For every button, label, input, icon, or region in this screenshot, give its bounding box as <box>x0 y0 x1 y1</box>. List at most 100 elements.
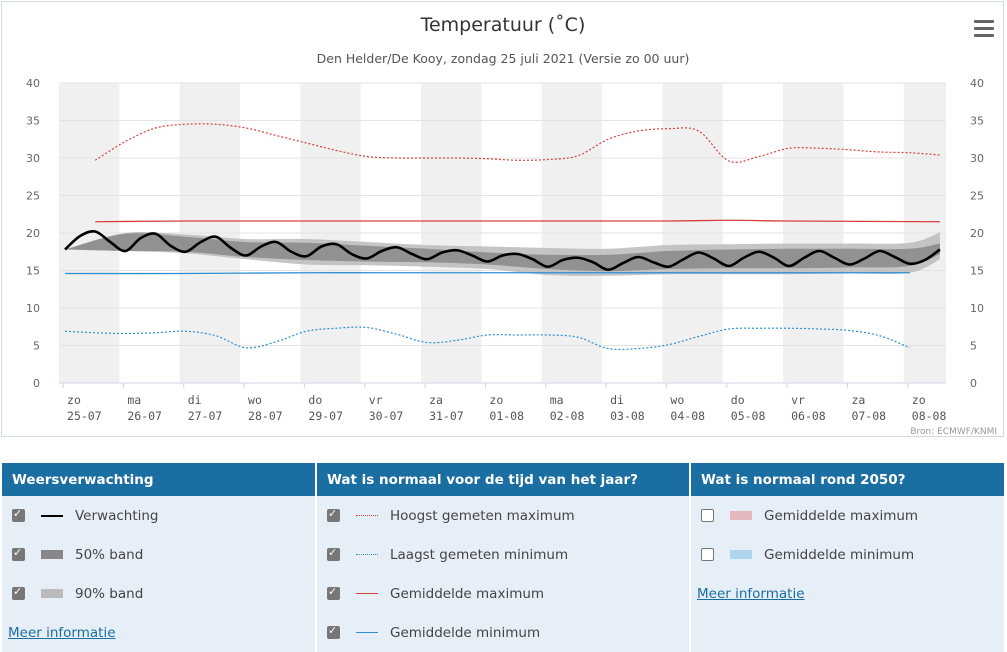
x-tick-date: 04-08 <box>670 409 705 423</box>
chart-container: 0 0 5 5 10 10 15 15 20 20 25 25 30 30 35 35 40 40 zo 25-07 m… <box>1 1 1004 437</box>
legend-column-2050: Gemiddelde maximum Gemiddelde minimum Me… <box>690 496 1004 652</box>
y-tick-label-left: 5 <box>33 340 40 353</box>
checkbox-record-max[interactable] <box>327 507 340 522</box>
chart-source-credit: Bron: ECMWF/KNMI <box>910 427 997 437</box>
series-gemiddelde-minimum <box>65 272 910 275</box>
y-tick-label-right: 35 <box>970 115 984 128</box>
x-tick-day: vr <box>369 393 383 407</box>
x-tick-day: di <box>188 393 202 407</box>
checkbox-band50[interactable] <box>12 546 25 561</box>
legend-item-label: Gemiddelde maximum <box>764 507 919 524</box>
forecast-line-icon <box>41 510 65 522</box>
y-tick-label-left: 40 <box>26 77 40 90</box>
y-tick-label-right: 5 <box>970 340 977 353</box>
legend-table: Weersverwachting Wat is normaal voor de … <box>2 463 1004 652</box>
legend-item-avg-max[interactable]: Gemiddelde maximum <box>317 574 689 613</box>
band90-swatch-icon <box>41 588 65 600</box>
x-tick-date: 27-07 <box>188 409 223 423</box>
x-tick-date: 25-07 <box>67 409 102 423</box>
legend-item-label: Gemiddelde minimum <box>390 624 541 641</box>
x-tick-date: 06-08 <box>791 409 826 423</box>
legend-link-row: Meer informatie <box>691 574 1004 613</box>
x-tick-date: 26-07 <box>127 409 162 423</box>
x-tick-day: zo <box>912 393 926 407</box>
x-tick-day: ma <box>550 393 564 407</box>
chart-title: Temperatuur (˚C) <box>420 14 586 36</box>
legend-item-label: Laagst gemeten minimum <box>390 546 569 563</box>
y-tick-label-left: 0 <box>33 377 40 390</box>
y-tick-label-left: 25 <box>26 190 40 203</box>
x-tick-day: zo <box>489 393 503 407</box>
more-info-link[interactable]: Meer informatie <box>697 585 805 602</box>
legend-item-forecast[interactable]: Verwachting <box>2 496 315 535</box>
legend-item-record-max[interactable]: Hoogst gemeten maximum <box>317 496 689 535</box>
x-tick-date: 08-08 <box>912 409 947 423</box>
x-tick-date: 07-08 <box>851 409 886 423</box>
legend-item-2050-min[interactable]: Gemiddelde minimum <box>691 535 1004 574</box>
x-tick-date: 31-07 <box>429 409 464 423</box>
dotted-line-icon <box>356 510 380 522</box>
legend-header-normal: Wat is normaal voor de tijd van het jaar… <box>316 463 691 496</box>
chart-subtitle: Den Helder/De Kooy, zondag 25 juli 2021 … <box>317 51 690 66</box>
x-tick-date: 02-08 <box>550 409 585 423</box>
y-tick-label-left: 30 <box>26 152 40 165</box>
x-tick-day: za <box>429 393 443 407</box>
y-tick-label-right: 0 <box>970 377 977 390</box>
legend-link-row: Meer informatie <box>2 613 315 652</box>
legend-item-band50[interactable]: 50% band <box>2 535 315 574</box>
x-tick-date: 03-08 <box>610 409 645 423</box>
solid-line-icon <box>356 627 380 639</box>
y-tick-label-left: 10 <box>26 302 40 315</box>
temperature-chart: 0 0 5 5 10 10 15 15 20 20 25 25 30 30 35 35 40 40 zo 25-07 m… <box>26 14 997 437</box>
checkbox-forecast[interactable] <box>12 507 25 522</box>
legend-item-2050-max[interactable]: Gemiddelde maximum <box>691 496 1004 535</box>
solid-line-icon <box>356 588 380 600</box>
series-verwachting <box>64 229 941 272</box>
legend-item-label: Hoogst gemeten maximum <box>390 507 575 524</box>
checkbox-band90[interactable] <box>12 585 25 600</box>
y-tick-label-left: 15 <box>26 265 40 278</box>
x-tick-day: za <box>851 393 865 407</box>
legend-item-label: 50% band <box>75 546 144 563</box>
x-tick-day: di <box>610 393 624 407</box>
checkbox-avg-min[interactable] <box>327 624 340 639</box>
x-tick-day: do <box>731 393 745 407</box>
swatch-icon <box>730 549 754 561</box>
y-tick-label-right: 15 <box>970 265 984 278</box>
legend-header-forecast: Weersverwachting <box>2 463 317 496</box>
x-tick-day: do <box>308 393 322 407</box>
legend-item-label: Verwachting <box>75 507 159 524</box>
x-tick-date: 30-07 <box>369 409 404 423</box>
y-tick-label-right: 40 <box>970 77 984 90</box>
x-tick-date: 28-07 <box>248 409 283 423</box>
legend-item-band90[interactable]: 90% band <box>2 574 315 613</box>
x-tick-date: 05-08 <box>731 409 766 423</box>
legend-item-label: Gemiddelde minimum <box>764 546 915 563</box>
x-tick-day: ma <box>127 393 141 407</box>
x-tick-date: 29-07 <box>308 409 343 423</box>
legend-item-record-min[interactable]: Laagst gemeten minimum <box>317 535 689 574</box>
legend-item-avg-min[interactable]: Gemiddelde minimum <box>317 613 689 652</box>
legend-column-forecast: Verwachting 50% band 90% band Meer infor… <box>2 496 317 652</box>
more-info-link[interactable]: Meer informatie <box>8 624 116 641</box>
y-tick-label-left: 20 <box>26 227 40 240</box>
y-tick-label-right: 25 <box>970 190 984 203</box>
x-tick-day: zo <box>67 393 81 407</box>
y-tick-label-right: 20 <box>970 227 984 240</box>
legend-header-2050: Wat is normaal rond 2050? <box>690 463 1004 496</box>
dotted-line-icon <box>356 549 380 561</box>
y-tick-label-left: 35 <box>26 115 40 128</box>
checkbox-record-min[interactable] <box>327 546 340 561</box>
x-tick-date: 01-08 <box>489 409 524 423</box>
legend-item-label: Gemiddelde maximum <box>390 585 545 602</box>
series-gemiddelde-maximum <box>95 219 940 223</box>
series-hoogst-gemeten-maximum <box>94 123 941 163</box>
checkbox-2050-max[interactable] <box>701 509 714 522</box>
hamburger-menu-icon[interactable] <box>974 20 994 38</box>
x-tick-day: vr <box>791 393 805 407</box>
checkbox-avg-max[interactable] <box>327 585 340 600</box>
checkbox-2050-min[interactable] <box>701 548 714 561</box>
y-tick-label-right: 30 <box>970 152 984 165</box>
legend-item-label: 90% band <box>75 585 144 602</box>
y-tick-label-right: 10 <box>970 302 984 315</box>
